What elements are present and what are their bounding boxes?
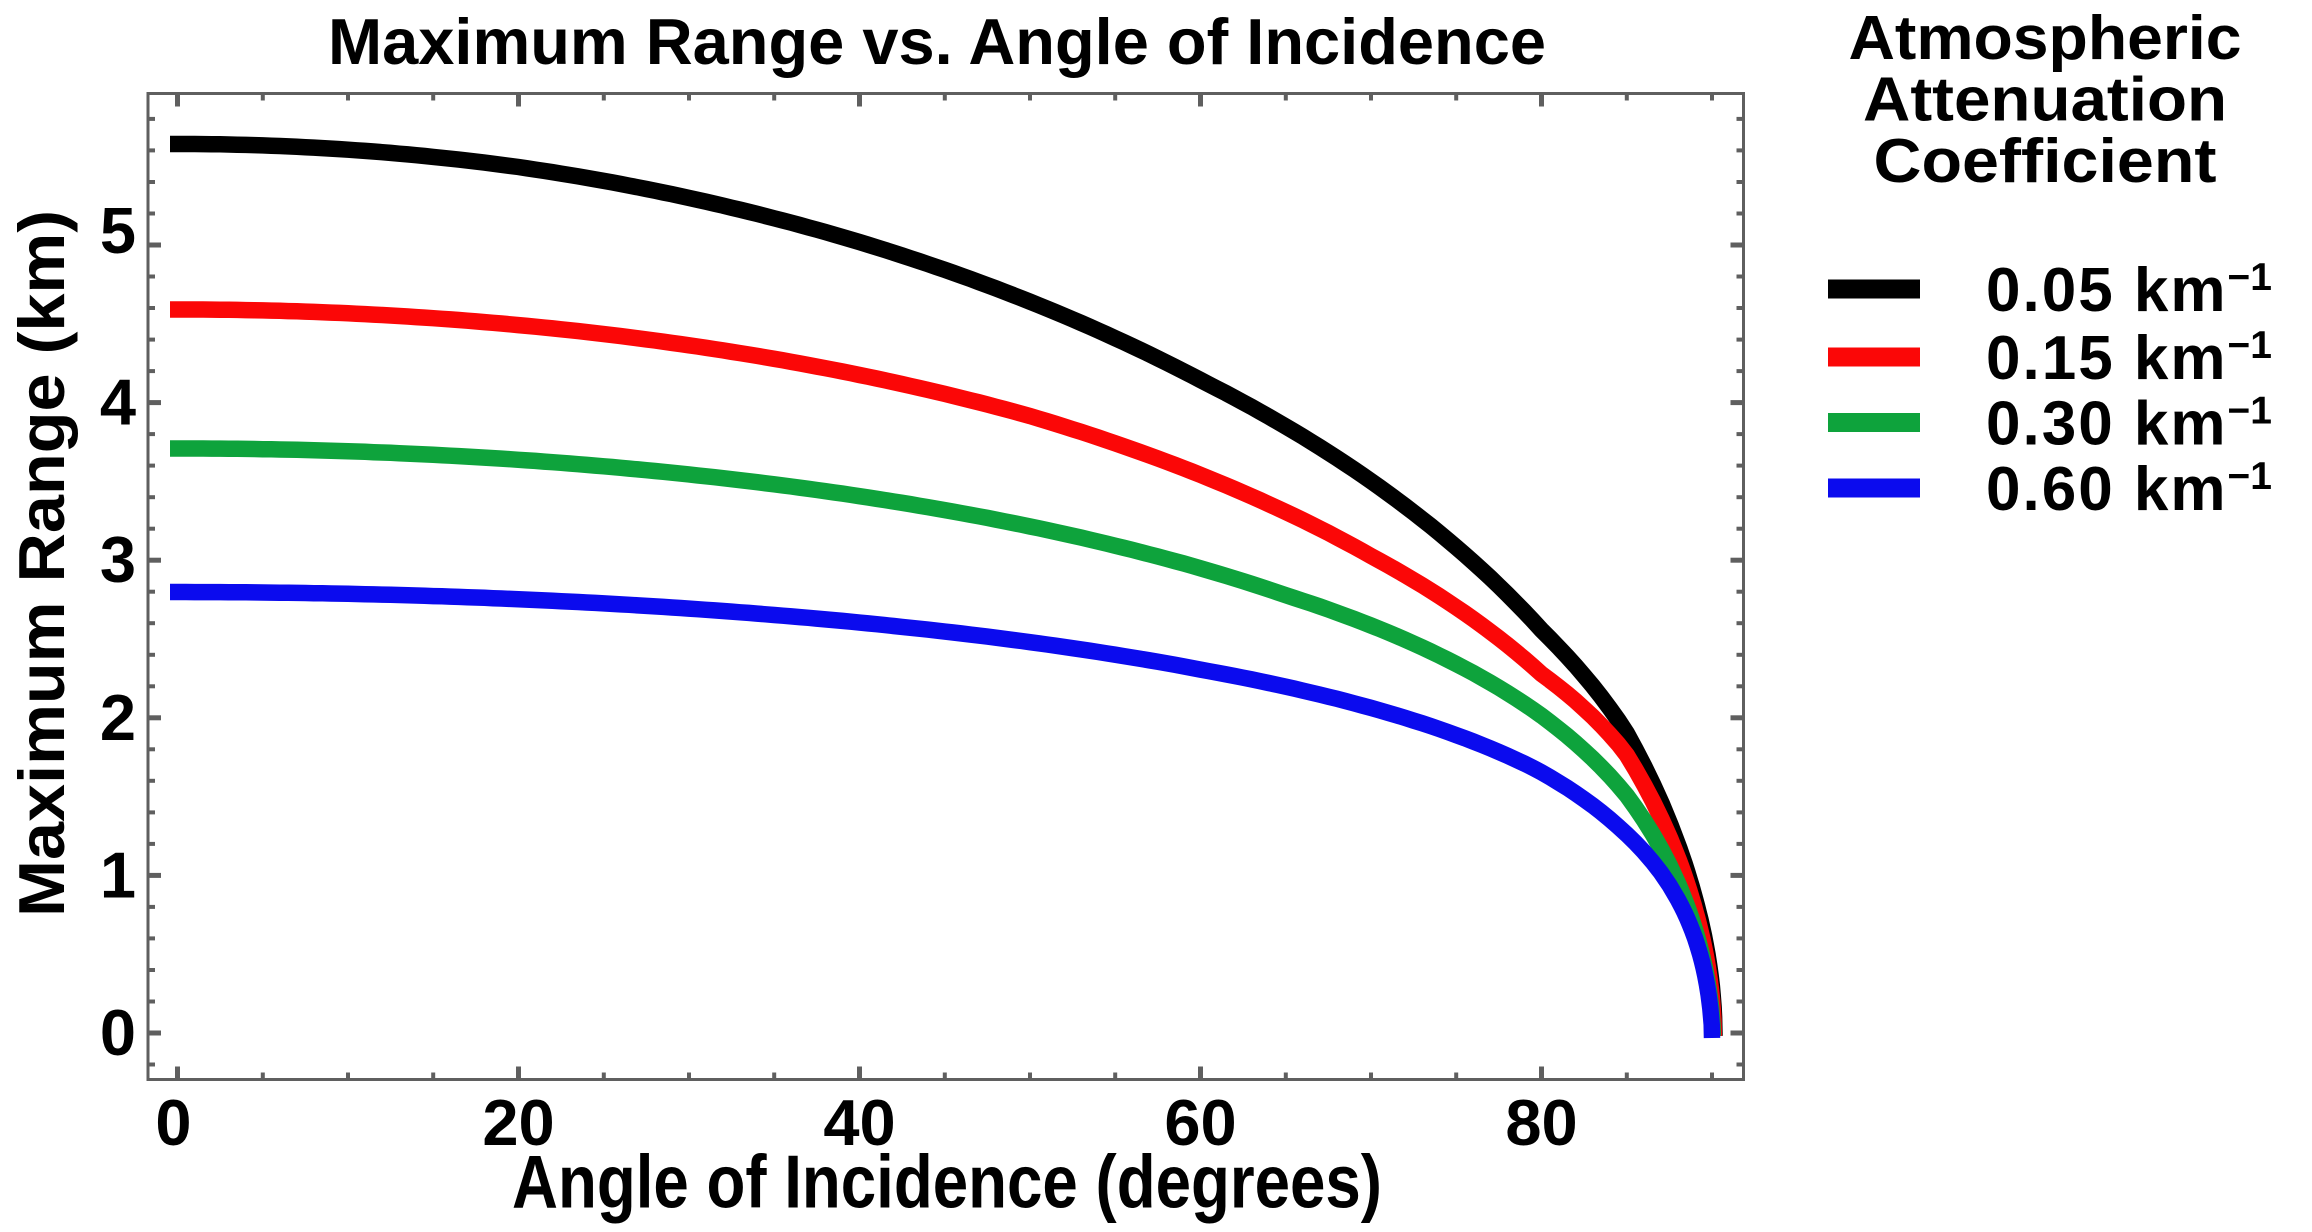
svg-text:Coefficient: Coefficient: [1874, 127, 2217, 196]
svg-text:2: 2: [100, 681, 136, 754]
svg-text:0.15 km−1: 0.15 km−1: [1986, 324, 2272, 393]
svg-text:Maximum Range vs. Angle of Inc: Maximum Range vs. Angle of Incidence: [328, 5, 1546, 78]
svg-text:Maximum Range (km): Maximum Range (km): [5, 210, 78, 917]
svg-text:Attenuation: Attenuation: [1863, 66, 2227, 135]
svg-text:0.05 km−1: 0.05 km−1: [1986, 256, 2272, 325]
svg-text:0: 0: [155, 1086, 191, 1159]
svg-text:3: 3: [100, 523, 136, 596]
svg-text:4: 4: [100, 366, 136, 439]
svg-text:0: 0: [100, 996, 136, 1069]
svg-text:0.30 km−1: 0.30 km−1: [1986, 390, 2272, 459]
svg-text:Atmospheric: Atmospheric: [1849, 4, 2242, 73]
svg-text:40: 40: [823, 1086, 895, 1159]
svg-text:5: 5: [100, 194, 136, 267]
svg-text:0.60 km−1: 0.60 km−1: [1986, 455, 2272, 524]
svg-text:Angle of Incidence (degrees): Angle of Incidence (degrees): [512, 1140, 1382, 1224]
svg-text:1: 1: [100, 838, 136, 911]
svg-text:80: 80: [1505, 1086, 1577, 1159]
svg-text:60: 60: [1164, 1086, 1236, 1159]
svg-text:20: 20: [482, 1086, 554, 1159]
